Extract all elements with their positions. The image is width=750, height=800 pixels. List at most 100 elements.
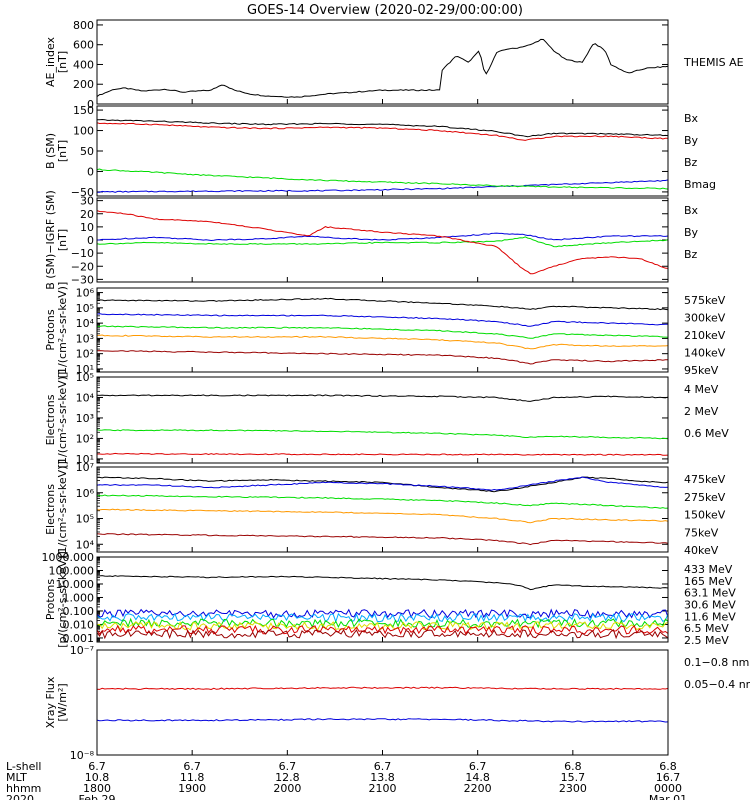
ylabel: B (SM)−IGRF (SM)[nT]: [44, 190, 69, 290]
series-by: [97, 168, 668, 190]
xtick-date: Feb 29: [79, 793, 116, 800]
legend-label: 2 MeV: [684, 405, 719, 418]
ytick-label: 50: [80, 145, 94, 158]
xtick-hhmm: 2300: [559, 782, 587, 795]
series-group: [97, 476, 668, 546]
legend-label: 150keV: [684, 509, 726, 522]
ytick-label: 10⁵: [76, 371, 94, 384]
legend-label: 11.6 MeV: [684, 610, 736, 623]
ytick-label: 150: [73, 104, 94, 117]
series-95kev: [97, 350, 668, 365]
ytick-label: 0.100: [63, 605, 95, 618]
panel-xray: 10⁻⁸ 10⁻⁷ Xray Flux[W/m²] 0.1−0.8 nm 0.05−0.…: [44, 644, 750, 762]
series-themis-ae: [97, 38, 668, 98]
panel-frame: [96, 649, 669, 756]
legend-label: 95keV: [684, 364, 719, 377]
legend-label: By: [684, 226, 699, 239]
ytick-label: 10⁵: [76, 302, 94, 315]
ytick-label: 0.001: [63, 632, 95, 645]
series-group: [97, 210, 668, 275]
xaxis-row-label: 2020: [6, 793, 34, 800]
ytick-label: 10⁶: [76, 287, 95, 300]
ytick-label: 0: [87, 234, 94, 247]
ytick-label: 10: [80, 221, 94, 234]
ylabel: B (SM)[nT]: [44, 133, 69, 169]
ylabel-line2: [nT]: [56, 51, 69, 73]
legend-label: 165 MeV: [684, 575, 733, 588]
ylabel-line1: Electrons: [44, 484, 57, 535]
xtick-mlt: 13.8: [370, 771, 395, 784]
xaxis-row-label: L-shell: [6, 760, 42, 773]
legend-label: 40keV: [684, 544, 719, 557]
ylabel-line1: Xray Flux: [44, 676, 57, 728]
xtick-mlt: 15.7: [561, 771, 586, 784]
ylabel: Protons[p/(cm²-s-sr-keV)]: [44, 551, 69, 648]
xtick-lshell: 6.7: [374, 760, 392, 773]
xtick-hhmm: 1900: [178, 782, 206, 795]
ylabel-line2: [1/(cm²-s-sr-keV)]: [56, 372, 69, 469]
legend-label: 75keV: [684, 526, 719, 539]
legend-label: Bz: [684, 248, 698, 261]
legend-label: Bz: [684, 156, 698, 169]
ytick-label: 100.000: [49, 564, 95, 577]
series-150kev: [97, 494, 668, 509]
ytick-label: 10¹: [76, 363, 94, 376]
ytick-label: 400: [73, 58, 94, 71]
xtick-lshell: 6.8: [659, 760, 677, 773]
ylabel-line1: B (SM): [44, 133, 57, 169]
xtick-lshell: 6.7: [183, 760, 201, 773]
series-0-05-0-4-nm: [97, 718, 668, 723]
series-group: [97, 575, 668, 640]
series-bmag: [97, 118, 668, 138]
legend-label: 140keV: [684, 347, 726, 360]
ylabel-line1: Protons: [44, 309, 57, 350]
xtick-mlt: 11.8: [180, 771, 205, 784]
ytick-label: 10⁻⁸: [70, 749, 95, 762]
ylabel-line1: Protons: [44, 579, 57, 620]
series-210kev: [97, 325, 668, 339]
xtick-mlt: 12.8: [275, 771, 300, 784]
ytick-label: 200: [73, 78, 94, 91]
legend-label: 4 MeV: [684, 383, 719, 396]
series-group: [97, 394, 668, 456]
series-by: [97, 236, 668, 248]
ylabel-line2: [W/m²]: [56, 683, 69, 721]
legend-label: 0.05−0.4 nm: [684, 678, 750, 691]
xaxis-row-label: MLT: [6, 771, 27, 784]
ytick-label: 800: [73, 19, 94, 32]
xtick-date: Mar 01: [649, 793, 687, 800]
xtick-lshell: 6.7: [469, 760, 487, 773]
ytick-label: 10⁴: [76, 317, 95, 330]
ytick-label: 10²: [76, 432, 94, 445]
panel-frame: [96, 105, 669, 197]
chart-title: GOES-14 Overview (2020-02-29/00:00:00): [247, 3, 523, 18]
ylabel-line2: [1/(cm²-s-sr-keV)]: [56, 282, 69, 379]
ylabel: Xray Flux[W/m²]: [44, 676, 69, 728]
ytick-label: 600: [73, 39, 94, 52]
series-group: [97, 38, 668, 98]
panel-frame: [96, 556, 669, 643]
ylabel: Protons[1/(cm²-s-sr-keV)]: [44, 282, 69, 379]
ylabel-line2: [1/(cm²-s-sr-keV)]: [56, 461, 69, 558]
xtick-mlt: 16.7: [656, 771, 681, 784]
legend-label: 0.6 MeV: [684, 427, 729, 440]
ytick-label: 0: [87, 98, 94, 111]
ytick-label: 10¹: [76, 453, 94, 466]
legend-label: 0.1−0.8 nm: [684, 656, 749, 669]
ylabel-line1: Electrons: [44, 394, 57, 445]
ytick-label: 30: [80, 195, 94, 208]
ytick-label: 10²: [76, 348, 94, 361]
series-group: [97, 297, 668, 365]
ylabel-line2: [nT]: [56, 229, 69, 251]
ytick-label: 10⁴: [76, 538, 95, 551]
series-group: [97, 686, 668, 723]
ytick-label: −50: [71, 186, 94, 199]
ytick-label: 0: [87, 165, 94, 178]
series-6-5-mev: [97, 608, 668, 619]
ylabel-line1: AE_index: [44, 36, 57, 87]
series-275kev: [97, 508, 668, 524]
ytick-label: 10³: [76, 412, 94, 425]
legend-label: 275keV: [684, 491, 726, 504]
series-575kev: [97, 297, 668, 311]
